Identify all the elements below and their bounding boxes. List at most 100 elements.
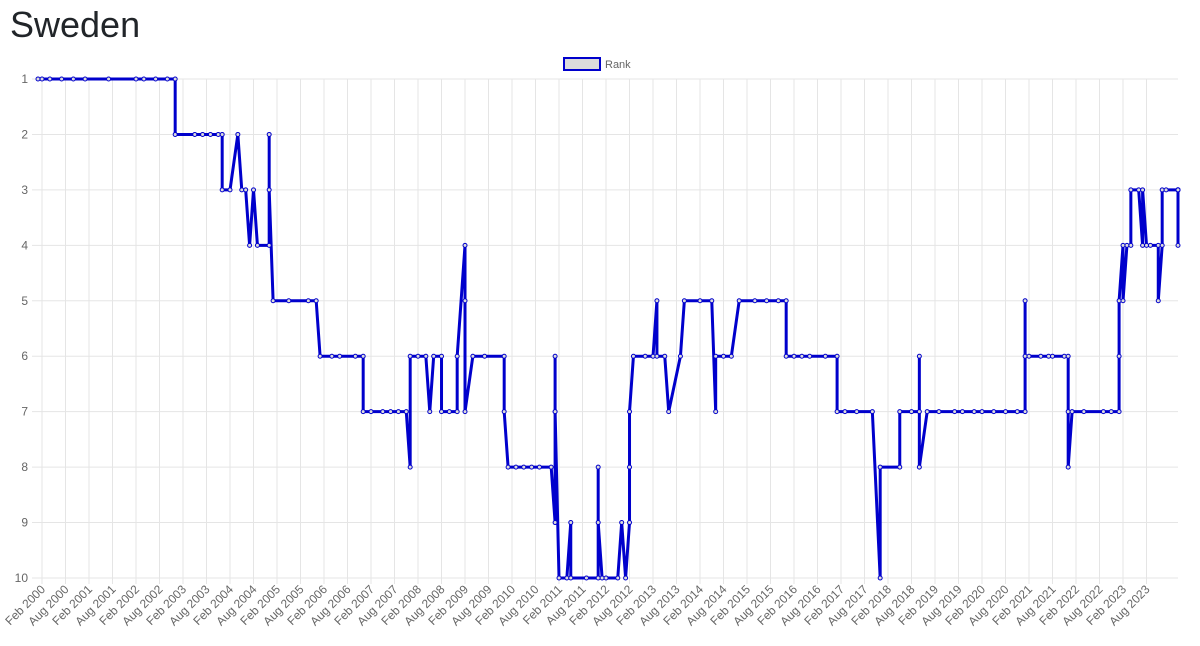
rank-point — [529, 464, 535, 470]
rank-point — [627, 520, 633, 526]
rank-point — [595, 464, 601, 470]
rank-point — [501, 409, 507, 415]
rank-point — [403, 409, 409, 415]
rank-point — [599, 575, 605, 581]
rank-point — [752, 298, 758, 304]
rank-point — [254, 242, 260, 248]
rank-point — [854, 409, 860, 415]
y-tick-label: 7 — [21, 405, 28, 419]
rank-point — [677, 353, 683, 359]
chart-grid — [32, 78, 1178, 584]
rank-point — [959, 409, 965, 415]
rank-point — [39, 76, 45, 82]
rank-point — [662, 353, 668, 359]
rank-point — [736, 298, 742, 304]
rank-point — [666, 409, 672, 415]
rank-point — [583, 575, 589, 581]
rank-point — [1046, 353, 1052, 359]
y-tick-label: 2 — [21, 127, 28, 141]
rank-point — [407, 464, 413, 470]
rank-point — [1038, 353, 1044, 359]
rank-point — [991, 409, 997, 415]
rank-point — [1136, 187, 1142, 193]
rank-point — [924, 409, 930, 415]
rank-point — [619, 520, 625, 526]
rank-point — [235, 131, 241, 137]
rank-point — [869, 409, 875, 415]
rank-point — [1081, 409, 1087, 415]
rank-point — [106, 76, 112, 82]
rank-point — [1065, 409, 1071, 415]
rank-point — [1003, 409, 1009, 415]
rank-point — [548, 464, 554, 470]
rank-point — [916, 464, 922, 470]
rank-point — [1175, 187, 1181, 193]
rank-point — [1155, 298, 1161, 304]
rank-point — [791, 353, 797, 359]
rank-point — [552, 520, 558, 526]
rank-point — [1100, 409, 1106, 415]
rank-point — [1022, 298, 1028, 304]
rank-point — [697, 298, 703, 304]
rank-point — [454, 353, 460, 359]
rank-point — [556, 575, 562, 581]
rank-point — [1116, 409, 1122, 415]
rank-point — [1022, 409, 1028, 415]
rank-point — [454, 409, 460, 415]
y-tick-label: 5 — [21, 294, 28, 308]
rank-point — [897, 464, 903, 470]
rank-point — [909, 409, 915, 415]
rank-point — [172, 131, 178, 137]
rank-point — [916, 353, 922, 359]
rank-point — [360, 409, 366, 415]
rank-point — [395, 409, 401, 415]
rank-point — [834, 409, 840, 415]
rank-point — [536, 464, 542, 470]
rank-point — [615, 575, 621, 581]
rank-point — [568, 575, 574, 581]
rank-point — [1116, 298, 1122, 304]
rank-point — [721, 353, 727, 359]
rank-point — [654, 298, 660, 304]
rank-point — [877, 575, 883, 581]
rank-point — [807, 353, 813, 359]
rank-point — [266, 242, 272, 248]
rank-point — [427, 409, 433, 415]
rank-point — [313, 298, 319, 304]
rank-point — [897, 409, 903, 415]
legend-swatch — [563, 57, 601, 71]
y-tick-label: 1 — [21, 72, 28, 86]
rank-point — [439, 409, 445, 415]
rank-point — [243, 187, 249, 193]
rank-point — [603, 575, 609, 581]
rank-point — [1147, 242, 1153, 248]
rank-point — [59, 76, 65, 82]
rank-point — [407, 353, 413, 359]
rank-point — [439, 353, 445, 359]
rank-point — [207, 131, 213, 137]
rank-point — [681, 298, 687, 304]
rank-point — [623, 575, 629, 581]
rank-point — [286, 298, 292, 304]
rank-point — [360, 353, 366, 359]
rank-point — [513, 464, 519, 470]
rank-point — [595, 575, 601, 581]
y-tick-label: 3 — [21, 183, 28, 197]
rank-point — [979, 409, 985, 415]
rank-point — [219, 131, 225, 137]
rank-point — [423, 353, 429, 359]
y-tick-label: 10 — [15, 571, 29, 585]
rank-point — [650, 353, 656, 359]
rank-point — [1061, 353, 1067, 359]
rank-point — [462, 242, 468, 248]
rank-point — [247, 242, 253, 248]
rank-point — [916, 409, 922, 415]
rank-point — [568, 520, 574, 526]
rank-point — [709, 298, 715, 304]
rank-point — [654, 353, 660, 359]
rank-point — [1065, 353, 1071, 359]
rank-point — [1175, 242, 1181, 248]
rank-point — [877, 464, 883, 470]
